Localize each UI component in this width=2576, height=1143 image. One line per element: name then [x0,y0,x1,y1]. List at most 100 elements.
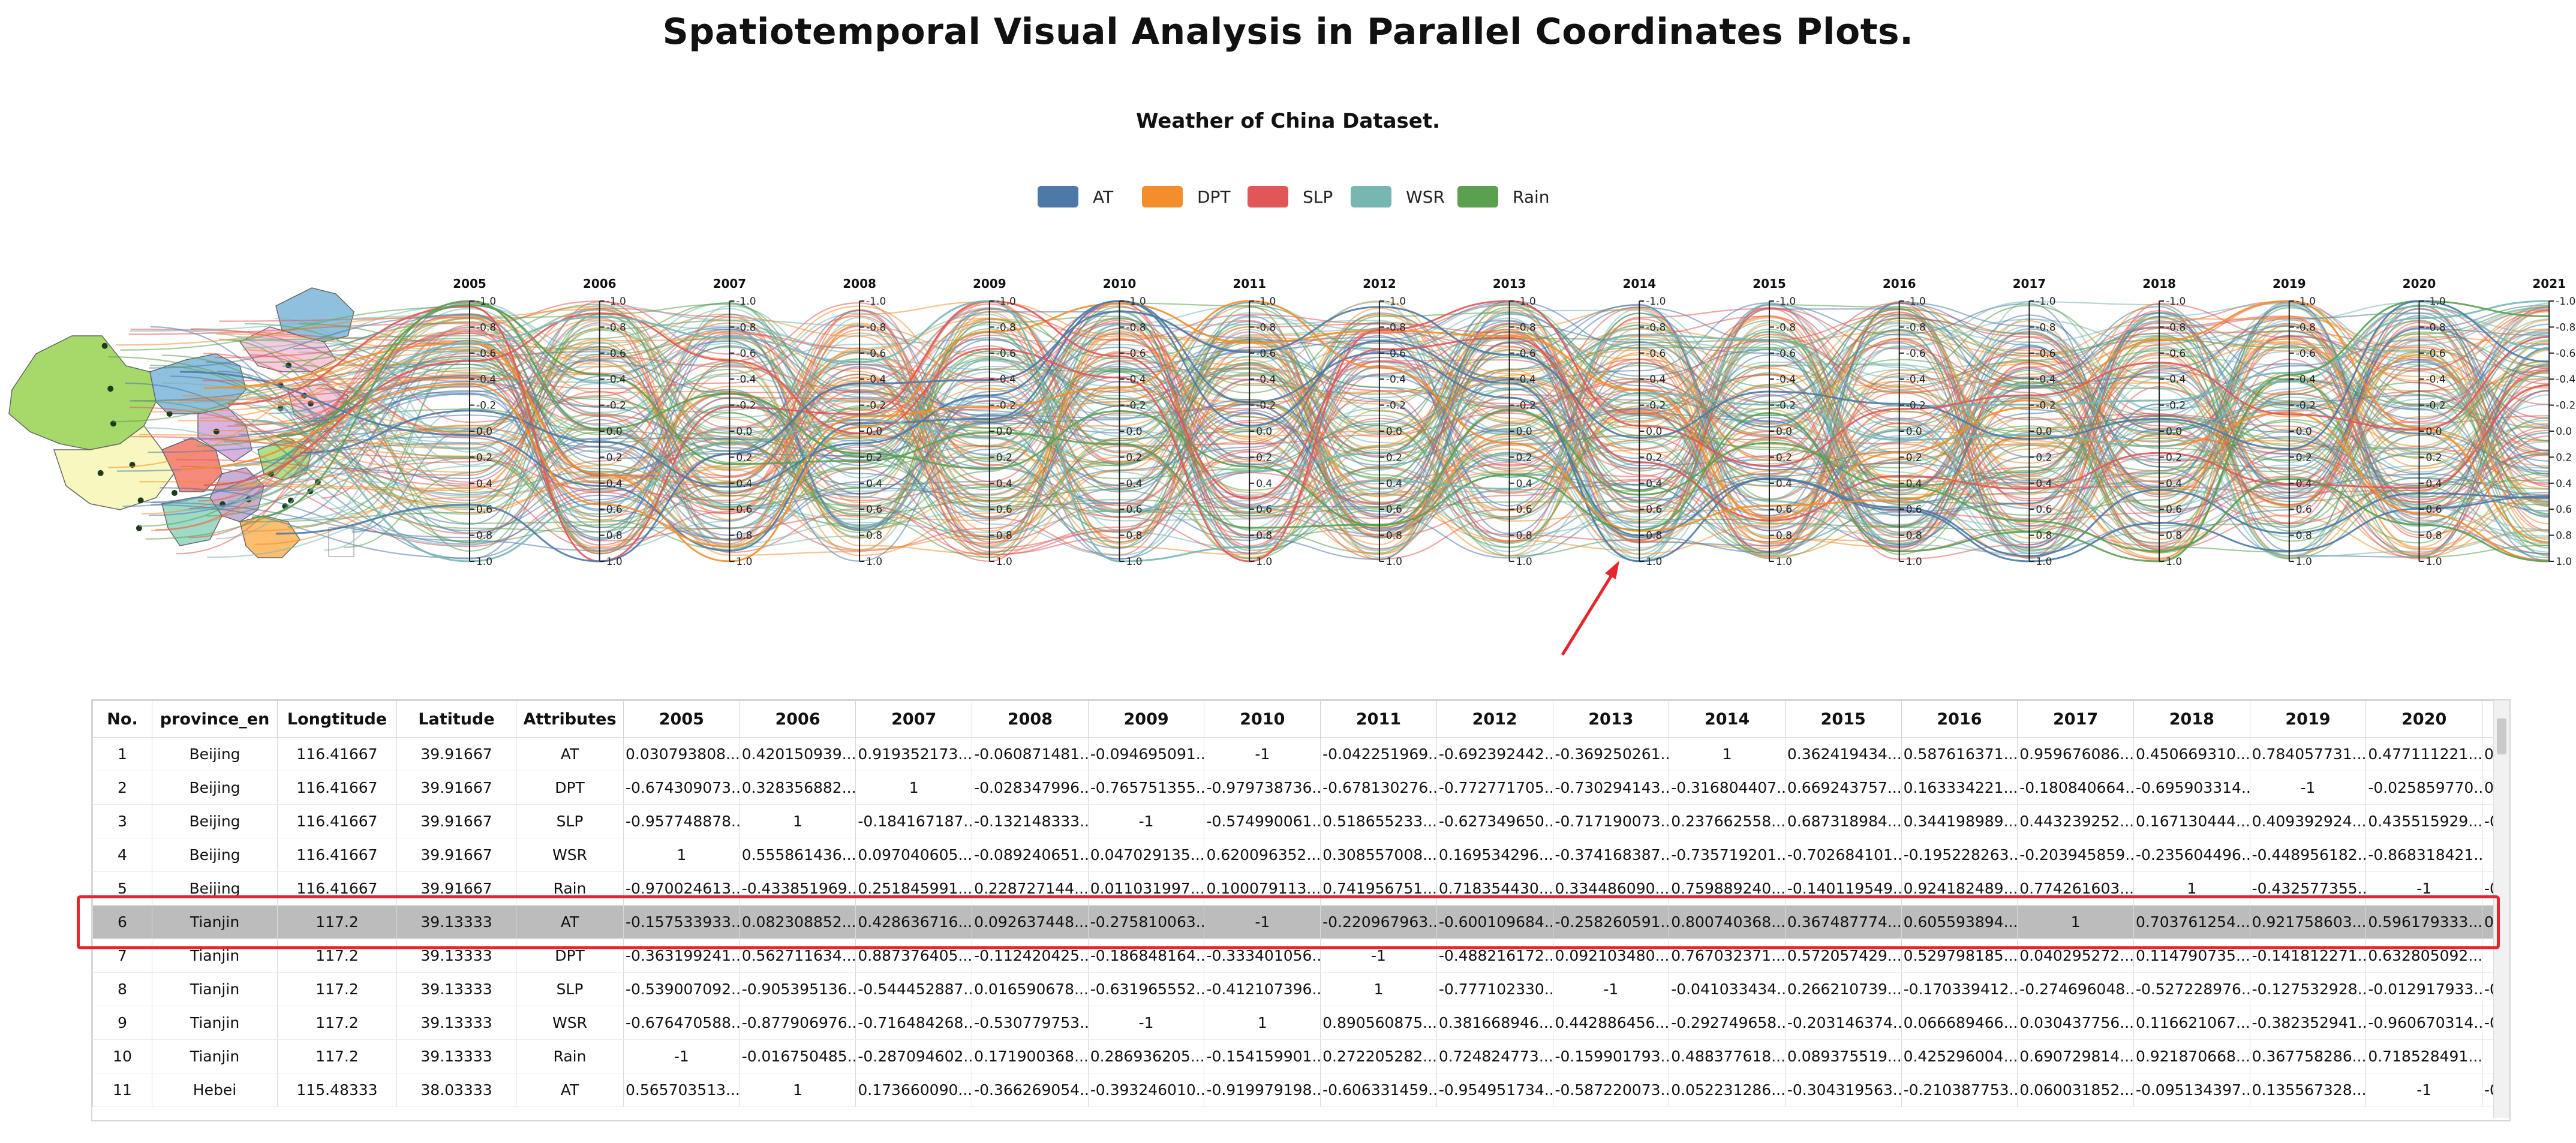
column-header[interactable]: 2011 [1320,700,1437,738]
table-cell: 0.030437756... [2017,1006,2134,1040]
legend-item-wsr[interactable]: WSR [1351,184,1445,210]
tick-label: -0.8 [2426,321,2446,333]
axis-2020[interactable]: -1.0 -0.8 -0.6 -0.4 -0.2 0.0 0.2 0.4 0.6 0.8 1.0 20… [2403,276,2446,568]
city-marker-icon[interactable] [213,428,220,435]
table-cell: 9 [92,1006,152,1040]
tick-label: 0.0 [1776,426,1792,438]
column-header[interactable]: 2020 [2365,700,2482,738]
table-cell: -0.970024613... [623,871,740,906]
city-marker-icon[interactable] [107,386,114,392]
axis-title: 2020 [2403,276,2436,291]
legend-label: AT [1093,187,1114,207]
city-marker-icon[interactable] [101,342,108,349]
axis-2010[interactable]: -1.0 -0.8 -0.6 -0.4 -0.2 0.0 0.2 0.4 0.6 0.8 1.0 20… [1103,276,1146,568]
tick-label: 1.0 [2036,556,2052,568]
data-table: No. province_en Longtitude Latitude Attribut… [92,700,2509,1107]
background-polyline [353,306,2550,560]
city-marker-icon[interactable] [171,490,178,496]
city-marker-icon[interactable] [137,497,144,504]
legend-item-slp[interactable]: SLP [1248,184,1333,210]
column-header[interactable]: 2017 [2017,700,2134,738]
table-row[interactable]: 7 Tianjin 117.2 39.13333 DPT -0.363199241... 0… [92,939,2509,973]
table-cell: AT [516,1073,624,1107]
scrollbar-thumb[interactable] [2497,718,2506,754]
table-cell: 0.089375519... [1784,1039,1902,1073]
axis-2021[interactable]: -1.0 -0.8 -0.6 -0.4 -0.2 0.0 0.2 0.4 0.6 0.8 1.0 20… [2532,276,2575,568]
city-marker-icon[interactable] [166,411,173,417]
axis-2008[interactable]: -1.0 -0.8 -0.6 -0.4 -0.2 0.0 0.2 0.4 0.6 0.8 1.0 20… [843,276,886,568]
series-line-at[interactable] [179,300,2550,563]
axis-2006[interactable]: -1.0 -0.8 -0.6 -0.4 -0.2 0.0 0.2 0.4 0.6 0.8 1.0 20… [583,276,626,568]
column-header[interactable]: 2015 [1784,700,1902,738]
axis-title: 2019 [2273,276,2306,291]
column-header[interactable]: 2009 [1087,700,1205,738]
table-cell: 0.251845991... [855,871,973,906]
column-header[interactable]: No. [92,700,152,738]
axis-2012[interactable]: -1.0 -0.8 -0.6 -0.4 -0.2 0.0 0.2 0.4 0.6 0.8 1.0 20… [1363,276,1406,568]
series-line-rain[interactable] [275,300,2550,563]
axis-2005[interactable]: -1.0 -0.8 -0.6 -0.4 -0.2 0.0 0.2 0.4 0.6 0.8 1.0 20… [453,276,496,568]
series-line-slp[interactable] [227,300,2550,563]
column-header[interactable]: 2016 [1901,700,2018,738]
table-row[interactable]: 2 Beijing 116.41667 39.91667 DPT -0.674309073… [92,771,2509,805]
province-region[interactable] [8,335,157,450]
table-cell: 0.620096352... [1204,838,1321,872]
table-cell: -0.042251969... [1320,737,1437,771]
parallel-coordinates-chart[interactable]: -1.0 -0.8 -0.6 -0.4 -0.2 0.0 0.2 0.4 0.6 0.8 1.0 20… [0,270,2576,582]
axis-2007[interactable]: -1.0 -0.8 -0.6 -0.4 -0.2 0.0 0.2 0.4 0.6 0.8 1.0 20… [713,276,756,568]
series-line-dpt[interactable] [203,300,2550,563]
column-header[interactable]: 2013 [1552,700,1670,738]
table-cell: 0.450669310... [2133,737,2250,771]
legend-item-dpt[interactable]: DPT [1142,184,1231,210]
series-line-wsr[interactable] [251,300,2550,563]
table-row[interactable]: 9 Tianjin 117.2 39.13333 WSR -0.676470588... -… [92,1006,2509,1040]
table-row[interactable]: 1 Beijing 116.41667 39.91667 AT 0.030793808..… [92,737,2509,771]
column-header[interactable]: province_en [152,700,278,738]
table-row[interactable]: 3 Beijing 116.41667 39.91667 SLP -0.957748878… [92,804,2509,838]
column-header[interactable]: 2012 [1436,700,1553,738]
axis-2014[interactable]: -1.0 -0.8 -0.6 -0.4 -0.2 0.0 0.2 0.4 0.6 0.8 1.0 20… [1622,276,1666,568]
column-header[interactable]: Latitude [396,700,516,738]
column-header[interactable]: 2014 [1669,700,1786,738]
axis-2013[interactable]: -1.0 -0.8 -0.6 -0.4 -0.2 0.0 0.2 0.4 0.6 0.8 1.0 20… [1493,276,1536,568]
column-header[interactable]: 2018 [2133,700,2250,738]
table-row[interactable]: 8 Tianjin 117.2 39.13333 SLP -0.539007092... -… [92,972,2509,1006]
table-row[interactable]: 10 Tianjin 117.2 39.13333 Rain -1 -0.016750485… [92,1039,2509,1073]
legend-item-rain[interactable]: Rain [1457,184,1550,210]
column-header[interactable]: Attributes [516,700,624,738]
background-polyline [238,312,2550,539]
column-header[interactable]: 2007 [855,700,973,738]
table-cell: 0.596179333... [2365,905,2482,939]
table-row[interactable]: 4 Beijing 116.41667 39.91667 WSR 1 0.555861436… [92,838,2509,872]
axis-2019[interactable]: -1.0 -0.8 -0.6 -0.4 -0.2 0.0 0.2 0.4 0.6 0.8 1.0 20… [2273,276,2316,568]
axis-title: 2007 [713,276,747,291]
table-cell: Tianjin [152,939,278,973]
axis-2015[interactable]: -1.0 -0.8 -0.6 -0.4 -0.2 0.0 0.2 0.4 0.6 0.8 1.0 20… [1753,276,1796,568]
table-row[interactable]: 5 Beijing 116.41667 39.91667 Rain -0.97002461… [92,871,2509,906]
data-table-panel[interactable]: No. province_en Longtitude Latitude Attribut… [91,699,2511,1121]
table-row[interactable]: 6 Tianjin 117.2 39.13333 AT -0.157533933... 0.… [92,905,2509,939]
table-cell: 0.800740368... [1669,905,1786,939]
column-header[interactable]: 2006 [739,700,856,738]
axis-2016[interactable]: -1.0 -0.8 -0.6 -0.4 -0.2 0.0 0.2 0.4 0.6 0.8 1.0 20… [1883,276,1926,568]
column-header[interactable]: 2019 [2249,700,2367,738]
tick-label: 0.4 [1256,478,1272,490]
axis-2018[interactable]: -1.0 -0.8 -0.6 -0.4 -0.2 0.0 0.2 0.4 0.6 0.8 1.0 20… [2142,276,2186,568]
legend-label: WSR [1406,187,1445,207]
axis-2017[interactable]: -1.0 -0.8 -0.6 -0.4 -0.2 0.0 0.2 0.4 0.6 0.8 1.0 20… [2013,276,2056,568]
city-marker-icon[interactable] [288,497,294,504]
vertical-scrollbar[interactable] [2493,700,2509,1118]
axis-2009[interactable]: -1.0 -0.8 -0.6 -0.4 -0.2 0.0 0.2 0.4 0.6 0.8 1.0 20… [973,276,1016,568]
series-line-rain[interactable] [251,300,2550,563]
tick-label: -0.6 [1776,348,1796,360]
column-header[interactable]: 2005 [623,700,740,738]
column-header[interactable]: 2010 [1204,700,1321,738]
column-header[interactable]: 2008 [972,700,1089,738]
axis-2011[interactable]: -1.0 -0.8 -0.6 -0.4 -0.2 0.0 0.2 0.4 0.6 0.8 1.0 20… [1233,276,1276,568]
city-marker-icon[interactable] [97,470,104,476]
legend-item-at[interactable]: AT [1038,184,1113,210]
table-row[interactable]: 11 Hebei 115.48333 38.03333 AT 0.565703513...… [92,1073,2509,1107]
tick-label: 0.6 [1906,504,1922,516]
column-header[interactable]: Longtitude [277,700,397,738]
series-line-at[interactable] [275,300,2550,563]
